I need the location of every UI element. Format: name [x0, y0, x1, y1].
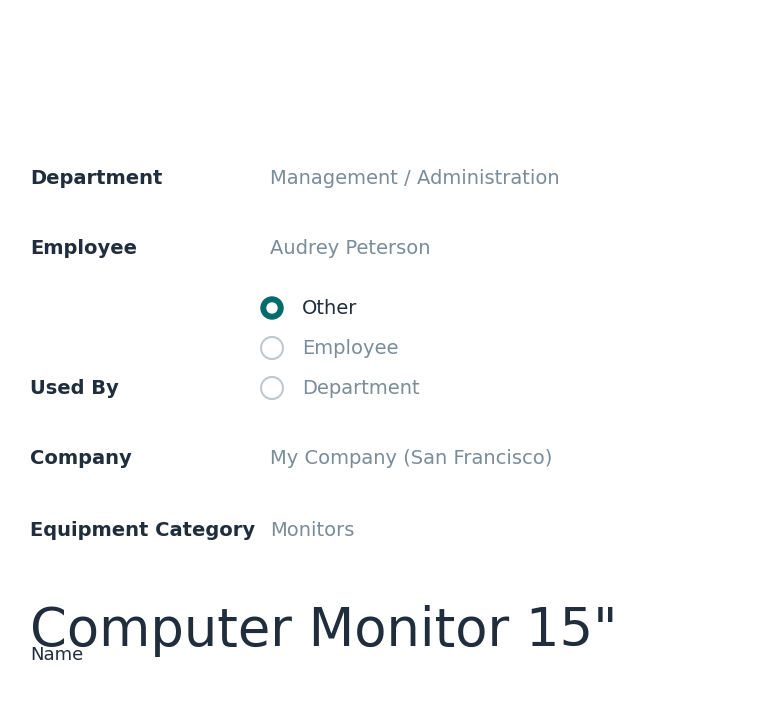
Circle shape — [261, 337, 283, 359]
Text: Computer Monitor 15": Computer Monitor 15" — [30, 605, 617, 657]
Text: Other: Other — [302, 298, 357, 318]
Text: Monitors: Monitors — [270, 520, 354, 540]
Text: Audrey Peterson: Audrey Peterson — [270, 239, 431, 258]
Text: Equipment Category: Equipment Category — [30, 520, 255, 540]
Circle shape — [261, 377, 283, 399]
Circle shape — [267, 303, 277, 313]
Text: My Company (San Francisco): My Company (San Francisco) — [270, 449, 552, 468]
Text: Employee: Employee — [30, 239, 137, 258]
Text: Employee: Employee — [302, 338, 399, 357]
Circle shape — [261, 297, 283, 319]
Text: Management / Administration: Management / Administration — [270, 169, 560, 187]
Text: Department: Department — [302, 379, 419, 397]
Text: Used By: Used By — [30, 379, 119, 397]
Text: Company: Company — [30, 449, 132, 468]
Text: Name: Name — [30, 646, 83, 664]
Text: Department: Department — [30, 169, 162, 187]
